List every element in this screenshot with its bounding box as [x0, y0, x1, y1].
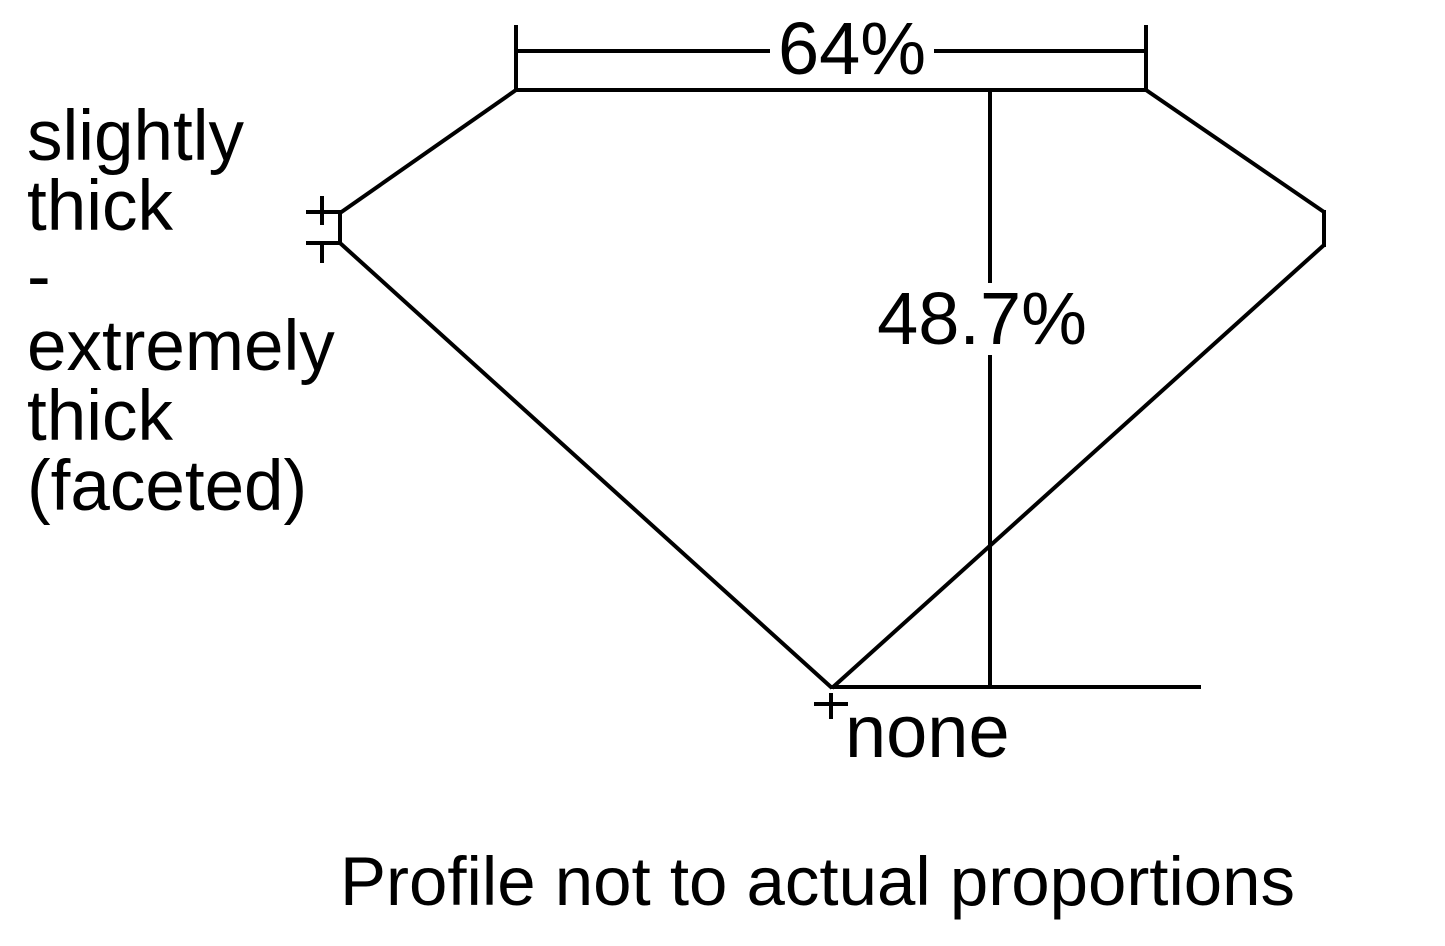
culet-label: none — [845, 690, 1010, 773]
caption: Profile not to actual proportions — [340, 843, 1296, 920]
depth-label: 48.7% — [872, 282, 1092, 356]
girdle-thickness-label: slightly thick - extremely thick (facete… — [27, 97, 335, 526]
crown-facet-left — [338, 88, 518, 215]
table-width-label: 64% — [770, 12, 934, 86]
pavilion-facet-left — [338, 241, 834, 690]
pavilion-facet-right — [830, 243, 1326, 690]
crown-facet-right — [1144, 88, 1326, 214]
